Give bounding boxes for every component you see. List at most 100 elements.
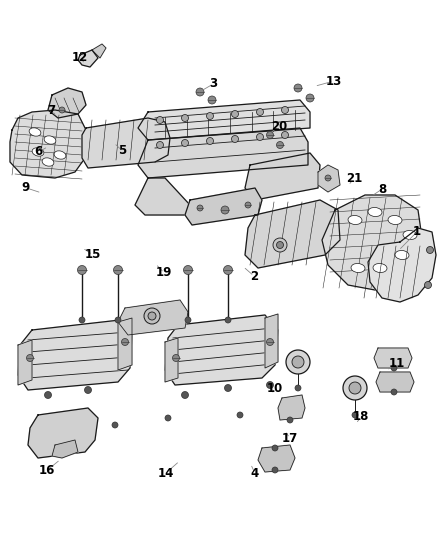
Circle shape — [45, 392, 52, 399]
Polygon shape — [135, 178, 190, 215]
Circle shape — [272, 445, 278, 451]
Polygon shape — [18, 340, 32, 385]
Circle shape — [424, 281, 431, 288]
Circle shape — [325, 175, 331, 181]
Text: 11: 11 — [388, 357, 405, 370]
Ellipse shape — [373, 263, 387, 272]
Circle shape — [292, 356, 304, 368]
Circle shape — [391, 389, 397, 395]
Circle shape — [208, 96, 216, 104]
Text: 2: 2 — [250, 270, 258, 282]
Ellipse shape — [54, 151, 66, 159]
Text: 12: 12 — [71, 51, 88, 64]
Polygon shape — [165, 338, 178, 382]
Circle shape — [349, 382, 361, 394]
Circle shape — [148, 312, 156, 320]
Circle shape — [232, 110, 239, 117]
Polygon shape — [368, 228, 436, 302]
Polygon shape — [82, 118, 170, 168]
Text: 19: 19 — [156, 266, 173, 279]
Polygon shape — [376, 372, 414, 392]
Text: 16: 16 — [39, 464, 56, 477]
Circle shape — [282, 107, 289, 114]
Circle shape — [181, 392, 188, 399]
Polygon shape — [92, 44, 106, 58]
Circle shape — [79, 317, 85, 323]
Polygon shape — [245, 153, 320, 200]
Circle shape — [206, 138, 213, 144]
Text: 7: 7 — [48, 104, 56, 117]
Text: 4: 4 — [251, 467, 259, 480]
Circle shape — [257, 133, 264, 141]
Circle shape — [112, 422, 118, 428]
Polygon shape — [185, 188, 262, 225]
Circle shape — [266, 338, 273, 345]
Circle shape — [232, 135, 239, 142]
Text: 17: 17 — [282, 432, 298, 445]
Circle shape — [156, 117, 163, 124]
Circle shape — [276, 141, 283, 149]
Circle shape — [225, 384, 232, 392]
Circle shape — [181, 140, 188, 147]
Polygon shape — [10, 110, 86, 178]
Circle shape — [245, 202, 251, 208]
Polygon shape — [278, 395, 305, 420]
Polygon shape — [52, 440, 78, 458]
Circle shape — [113, 265, 123, 274]
Circle shape — [266, 132, 273, 139]
Circle shape — [306, 94, 314, 102]
Polygon shape — [265, 314, 278, 368]
Circle shape — [27, 354, 33, 361]
Circle shape — [287, 417, 293, 423]
Text: 3: 3 — [210, 77, 218, 90]
Circle shape — [197, 205, 203, 211]
Ellipse shape — [44, 136, 56, 144]
Circle shape — [115, 317, 121, 323]
Circle shape — [391, 365, 397, 371]
Circle shape — [184, 265, 192, 274]
Circle shape — [78, 265, 86, 274]
Circle shape — [352, 412, 358, 418]
Circle shape — [257, 109, 264, 116]
Circle shape — [144, 308, 160, 324]
Ellipse shape — [388, 215, 402, 224]
Circle shape — [266, 382, 273, 389]
Text: 20: 20 — [271, 120, 288, 133]
Ellipse shape — [32, 148, 44, 156]
Ellipse shape — [403, 230, 417, 239]
Circle shape — [221, 206, 229, 214]
Ellipse shape — [395, 251, 409, 260]
Ellipse shape — [42, 158, 54, 166]
Polygon shape — [118, 318, 132, 370]
Circle shape — [286, 350, 310, 374]
Polygon shape — [245, 200, 340, 268]
Text: 15: 15 — [85, 248, 101, 261]
Text: 9: 9 — [21, 181, 29, 194]
Ellipse shape — [29, 128, 41, 136]
Polygon shape — [318, 165, 340, 192]
Polygon shape — [138, 100, 310, 140]
Circle shape — [225, 317, 231, 323]
Text: 8: 8 — [378, 183, 386, 196]
Circle shape — [343, 376, 367, 400]
Text: 6: 6 — [35, 146, 42, 158]
Polygon shape — [28, 408, 98, 458]
Circle shape — [206, 112, 213, 119]
Ellipse shape — [351, 263, 365, 272]
Circle shape — [273, 238, 287, 252]
Circle shape — [185, 317, 191, 323]
Circle shape — [165, 415, 171, 421]
Circle shape — [196, 88, 204, 96]
Circle shape — [181, 115, 188, 122]
Circle shape — [223, 265, 233, 274]
Polygon shape — [48, 88, 86, 118]
Text: 14: 14 — [157, 467, 174, 480]
Circle shape — [276, 241, 283, 248]
Polygon shape — [322, 195, 422, 290]
Polygon shape — [138, 128, 308, 178]
Circle shape — [282, 132, 289, 139]
Text: 5: 5 — [118, 144, 126, 157]
Text: 1: 1 — [413, 225, 421, 238]
Polygon shape — [118, 300, 188, 335]
Polygon shape — [18, 320, 132, 390]
